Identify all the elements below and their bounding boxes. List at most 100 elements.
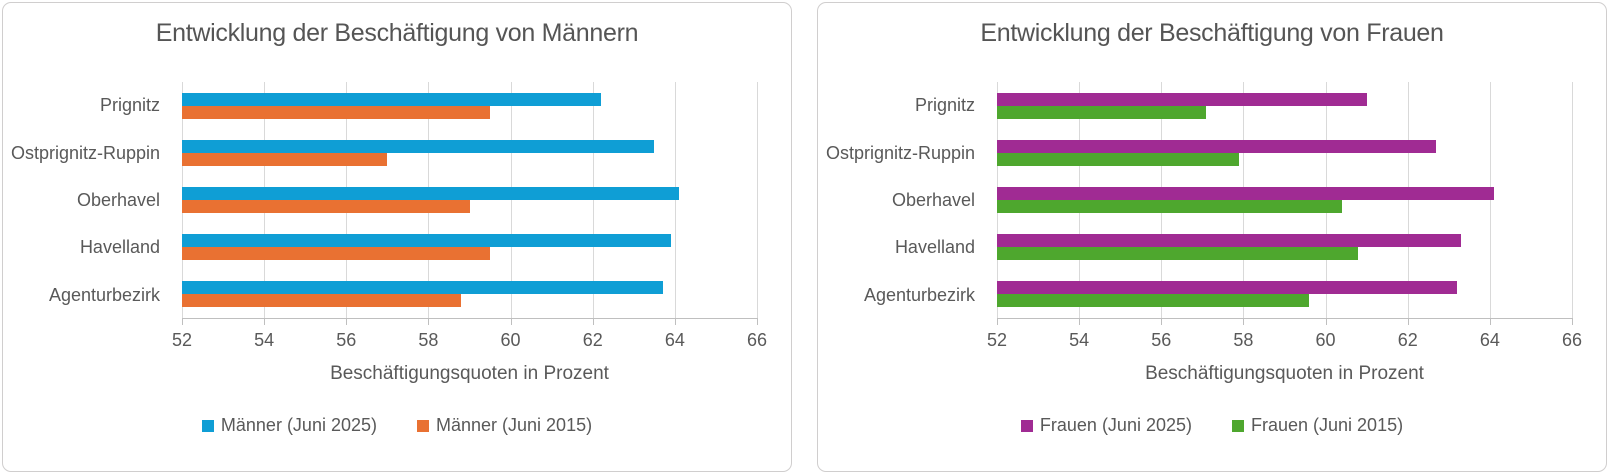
gridline [1407, 82, 1409, 318]
axis-tick-mark [592, 318, 594, 325]
bar [182, 294, 462, 308]
axis-tick-mark [1489, 318, 1491, 325]
bar [182, 152, 388, 166]
bar [997, 247, 1359, 261]
axis-tick-mark [510, 318, 512, 325]
x-axis-title: Beschäftigungsquoten in Prozent [330, 363, 609, 384]
legend: Frauen (Juni 2025) Frauen (Juni 2015) [818, 415, 1606, 436]
x-axis-tick-label: 66 [746, 330, 768, 350]
chart-title: Entwicklung der Beschäftigung von Frauen [980, 19, 1444, 47]
legend-label: Männer (Juni 2025) [220, 415, 377, 435]
x-axis-tick-label: 54 [1069, 330, 1090, 350]
x-axis-tick-labels: 52 54 56 58 60 62 64 66 [987, 330, 1582, 352]
legend-swatch [417, 419, 429, 432]
category-label: Prignitz [99, 95, 160, 116]
category-label: Havelland [894, 237, 975, 258]
bar [997, 294, 1310, 308]
category-label: Havelland [79, 237, 160, 258]
x-axis-tick-label: 58 [1233, 330, 1254, 350]
x-axis-tick-label: 56 [336, 330, 357, 350]
legend-label: Frauen (Juni 2025) [1039, 415, 1192, 435]
category-label: Oberhavel [76, 190, 160, 211]
gridline [1572, 82, 1573, 318]
gridline [592, 82, 594, 318]
plot-area [182, 82, 758, 325]
x-axis-title: Beschäftigungsquoten in Prozent [1145, 363, 1424, 384]
bar-row [182, 129, 757, 176]
category-label: Ostprignitz-Ruppin [825, 142, 975, 163]
bar-row [997, 176, 1572, 223]
bar [182, 105, 491, 119]
bar [997, 234, 1462, 248]
x-axis-tick-label: 64 [664, 330, 685, 350]
bar-row [182, 176, 757, 223]
x-axis-tick-label: 62 [1397, 330, 1418, 350]
x-axis-tick-label: 66 [1561, 330, 1583, 350]
bar [997, 281, 1457, 295]
gridline [674, 82, 676, 318]
bar [997, 105, 1207, 119]
bar-row [182, 82, 757, 129]
bar-row [997, 129, 1572, 176]
legend-label: Männer (Juni 2015) [436, 415, 593, 435]
bar [997, 139, 1437, 153]
bar [997, 92, 1367, 106]
x-axis-tick-label: 56 [1151, 330, 1172, 350]
axis-tick-mark [674, 318, 676, 325]
bar-row [997, 224, 1572, 271]
legend-label: Frauen (Juni 2015) [1251, 415, 1404, 435]
axis-tick-mark [1079, 318, 1081, 325]
category-axis-labels: Prignitz Ostprignitz-Ruppin Oberhavel Havel… [3, 82, 171, 319]
chart-panel-men: Entwicklung der Beschäftigung von Männer… [2, 2, 792, 472]
gridline [1489, 82, 1491, 318]
bar-row [182, 224, 757, 271]
legend: Männer (Juni 2025) Männer (Juni 2015) [3, 415, 791, 436]
x-axis-tick-label: 62 [582, 330, 603, 350]
bar [182, 200, 470, 213]
legend-item: Frauen (Juni 2025) [1020, 415, 1192, 436]
x-axis-tick-label: 54 [254, 330, 275, 350]
axis-tick-mark [264, 318, 266, 325]
legend-item: Männer (Juni 2025) [201, 415, 377, 436]
category-label: Ostprignitz-Ruppin [10, 142, 160, 163]
x-axis-tick-labels: 52 54 56 58 60 62 64 66 [172, 330, 767, 352]
legend-swatch [1020, 419, 1033, 432]
axis-tick-mark [1572, 318, 1573, 325]
gridline [757, 82, 758, 318]
x-axis-tick-label: 58 [418, 330, 439, 350]
x-axis-tick-label: 60 [1315, 330, 1336, 350]
legend-swatch [1232, 419, 1244, 432]
legend-item: Frauen (Juni 2015) [1232, 415, 1403, 436]
axis-tick-mark [1243, 318, 1245, 325]
bar [997, 187, 1494, 200]
category-label: Prignitz [914, 95, 975, 116]
bar [182, 281, 663, 295]
bar [997, 200, 1342, 213]
axis-tick-mark [1161, 318, 1163, 325]
bar-rows [182, 82, 757, 318]
bar-row [997, 271, 1572, 318]
legend-item: Männer (Juni 2015) [417, 415, 592, 436]
bar-row [997, 82, 1572, 129]
category-label: Agenturbezirk [48, 284, 160, 305]
axis-tick-mark [1325, 318, 1327, 325]
axis-tick-mark [997, 318, 998, 325]
chart-title: Entwicklung der Beschäftigung von Männer… [155, 19, 639, 47]
bar [182, 187, 679, 200]
bar-rows [997, 82, 1572, 318]
bar [182, 139, 655, 153]
axis-tick-mark [428, 318, 430, 325]
category-label: Oberhavel [891, 190, 975, 211]
x-axis-tick-label: 64 [1479, 330, 1500, 350]
plot-area [997, 82, 1573, 325]
category-axis-labels: Prignitz Ostprignitz-Ruppin Oberhavel Havel… [818, 82, 986, 319]
bar [997, 152, 1240, 166]
chart-body: Prignitz Ostprignitz-Ruppin Oberhavel Havel… [3, 82, 791, 325]
legend-swatch [201, 419, 214, 432]
bar [182, 234, 671, 248]
x-axis-tick-label: 60 [500, 330, 521, 350]
gridline [510, 82, 512, 318]
bar [182, 92, 601, 106]
bar [182, 247, 491, 261]
axis-tick-mark [182, 318, 183, 325]
